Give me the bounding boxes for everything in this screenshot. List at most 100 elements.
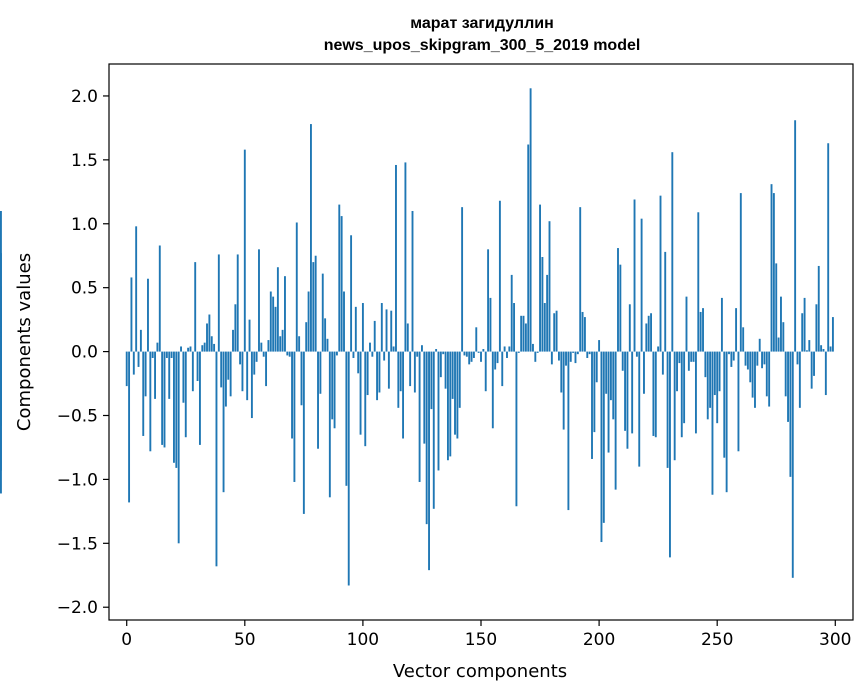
bar xyxy=(333,351,336,429)
bar xyxy=(222,351,225,493)
bar xyxy=(680,351,683,438)
bar xyxy=(0,336,2,352)
bar xyxy=(607,351,610,453)
bar xyxy=(449,351,452,457)
bar xyxy=(437,351,440,471)
bar xyxy=(418,351,421,482)
bar xyxy=(593,351,596,433)
bar xyxy=(201,345,204,352)
bar xyxy=(276,267,279,352)
bar xyxy=(361,303,364,352)
bar xyxy=(529,88,532,352)
bar xyxy=(409,351,412,387)
bar xyxy=(380,303,383,352)
bar xyxy=(560,351,563,393)
bar xyxy=(758,338,761,352)
bar xyxy=(302,351,305,514)
bar xyxy=(612,351,615,420)
bar xyxy=(373,320,376,352)
bar xyxy=(796,351,799,365)
bar xyxy=(267,340,270,352)
bar xyxy=(772,193,775,352)
bar xyxy=(338,204,341,352)
bar xyxy=(831,317,834,352)
bar xyxy=(510,274,513,352)
x-tick-label: 200 xyxy=(583,630,615,650)
bar xyxy=(376,351,379,401)
bar xyxy=(694,351,697,434)
bar xyxy=(196,351,199,381)
bar xyxy=(397,351,400,408)
bar xyxy=(423,351,426,444)
bar xyxy=(513,303,516,352)
bar xyxy=(139,329,142,352)
bar xyxy=(269,291,272,352)
bar xyxy=(739,193,742,352)
bar xyxy=(328,351,331,498)
x-tick-label: 300 xyxy=(819,630,851,650)
bar xyxy=(314,255,317,352)
bar xyxy=(180,346,182,352)
bar xyxy=(461,207,464,352)
bar xyxy=(527,144,530,352)
bar xyxy=(794,120,797,352)
bar xyxy=(706,351,709,420)
bar xyxy=(697,212,700,352)
bar xyxy=(626,351,629,449)
bar xyxy=(685,296,688,352)
bar xyxy=(586,351,589,358)
x-axis-label: Vector components xyxy=(393,661,567,682)
bar xyxy=(392,346,395,352)
bar xyxy=(125,351,128,387)
bar xyxy=(293,351,296,482)
bar xyxy=(194,262,197,352)
bar xyxy=(546,274,549,352)
bar xyxy=(468,351,471,365)
bar xyxy=(605,351,608,394)
bar xyxy=(288,351,291,357)
bar xyxy=(215,351,218,567)
bar xyxy=(310,124,312,352)
bar xyxy=(487,249,490,352)
bar xyxy=(801,313,804,352)
bar xyxy=(822,349,825,352)
bar xyxy=(227,351,230,380)
bar xyxy=(654,351,657,438)
bar xyxy=(132,351,135,375)
bar xyxy=(432,351,435,509)
bar xyxy=(383,351,386,361)
bar xyxy=(744,351,747,366)
y-tick-label: 1.5 xyxy=(71,151,98,171)
bar xyxy=(317,351,319,449)
bar xyxy=(475,327,478,352)
bar xyxy=(761,351,764,369)
bar xyxy=(258,249,260,352)
bar xyxy=(454,351,456,435)
bar xyxy=(754,351,756,408)
bar xyxy=(539,204,541,352)
bar xyxy=(522,315,525,352)
y-tick-label: −0.5 xyxy=(57,406,98,426)
bar xyxy=(182,351,185,403)
bar xyxy=(791,351,794,578)
bar xyxy=(210,336,213,352)
bar xyxy=(324,318,327,352)
bar xyxy=(262,351,265,357)
bar xyxy=(369,342,371,352)
bar xyxy=(177,351,180,544)
y-tick-label: 2.0 xyxy=(71,87,98,107)
bar xyxy=(550,351,553,365)
bar xyxy=(501,351,504,387)
bar xyxy=(0,253,2,352)
bar-series xyxy=(0,88,834,586)
bar xyxy=(624,351,627,431)
y-tick-label: 0.0 xyxy=(71,343,98,363)
bar xyxy=(442,351,445,355)
bar xyxy=(480,351,482,362)
bar xyxy=(619,264,622,352)
bar xyxy=(567,351,570,511)
bar xyxy=(444,351,447,389)
bar xyxy=(234,304,237,352)
bar xyxy=(224,351,227,407)
